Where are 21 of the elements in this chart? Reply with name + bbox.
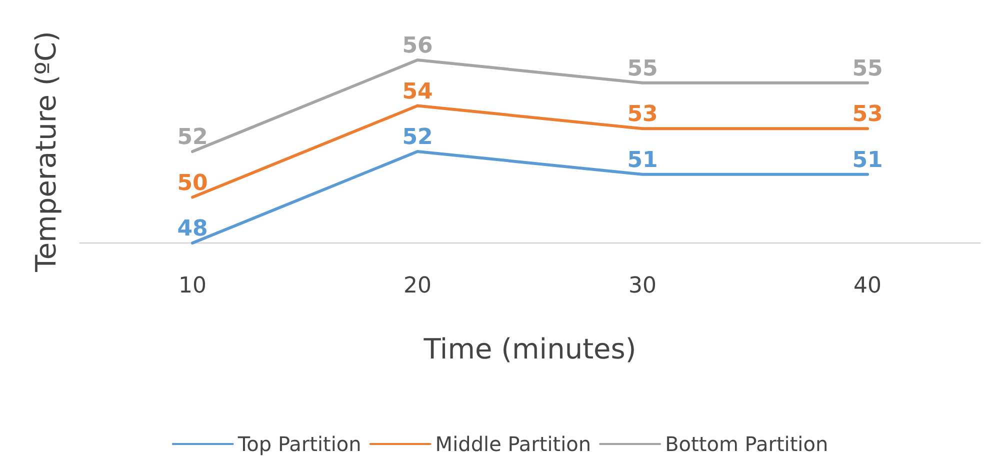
- x-tick-label: 40: [854, 274, 882, 298]
- data-label: 51: [627, 148, 658, 173]
- data-label: 52: [402, 125, 433, 150]
- legend-label: Top Partition: [236, 432, 362, 456]
- data-label: 55: [852, 56, 883, 82]
- x-tick-label: 30: [628, 274, 656, 298]
- legend-label: Bottom Partition: [665, 432, 828, 456]
- data-label: 55: [627, 56, 658, 82]
- legend-label: Middle Partition: [435, 432, 592, 456]
- data-label: 48: [177, 216, 208, 242]
- y-axis-title: Temperature (ºC): [30, 31, 62, 273]
- data-label: 51: [852, 148, 883, 173]
- data-label: 52: [177, 125, 208, 150]
- data-label: 50: [177, 170, 208, 196]
- data-label: 53: [627, 102, 658, 128]
- data-label: 56: [402, 34, 433, 58]
- data-label: 54: [402, 79, 433, 104]
- x-axis-title: Time (minutes): [422, 332, 636, 366]
- data-label: 53: [852, 102, 883, 128]
- x-tick-label: 20: [404, 274, 432, 298]
- x-tick-label: 10: [178, 274, 206, 298]
